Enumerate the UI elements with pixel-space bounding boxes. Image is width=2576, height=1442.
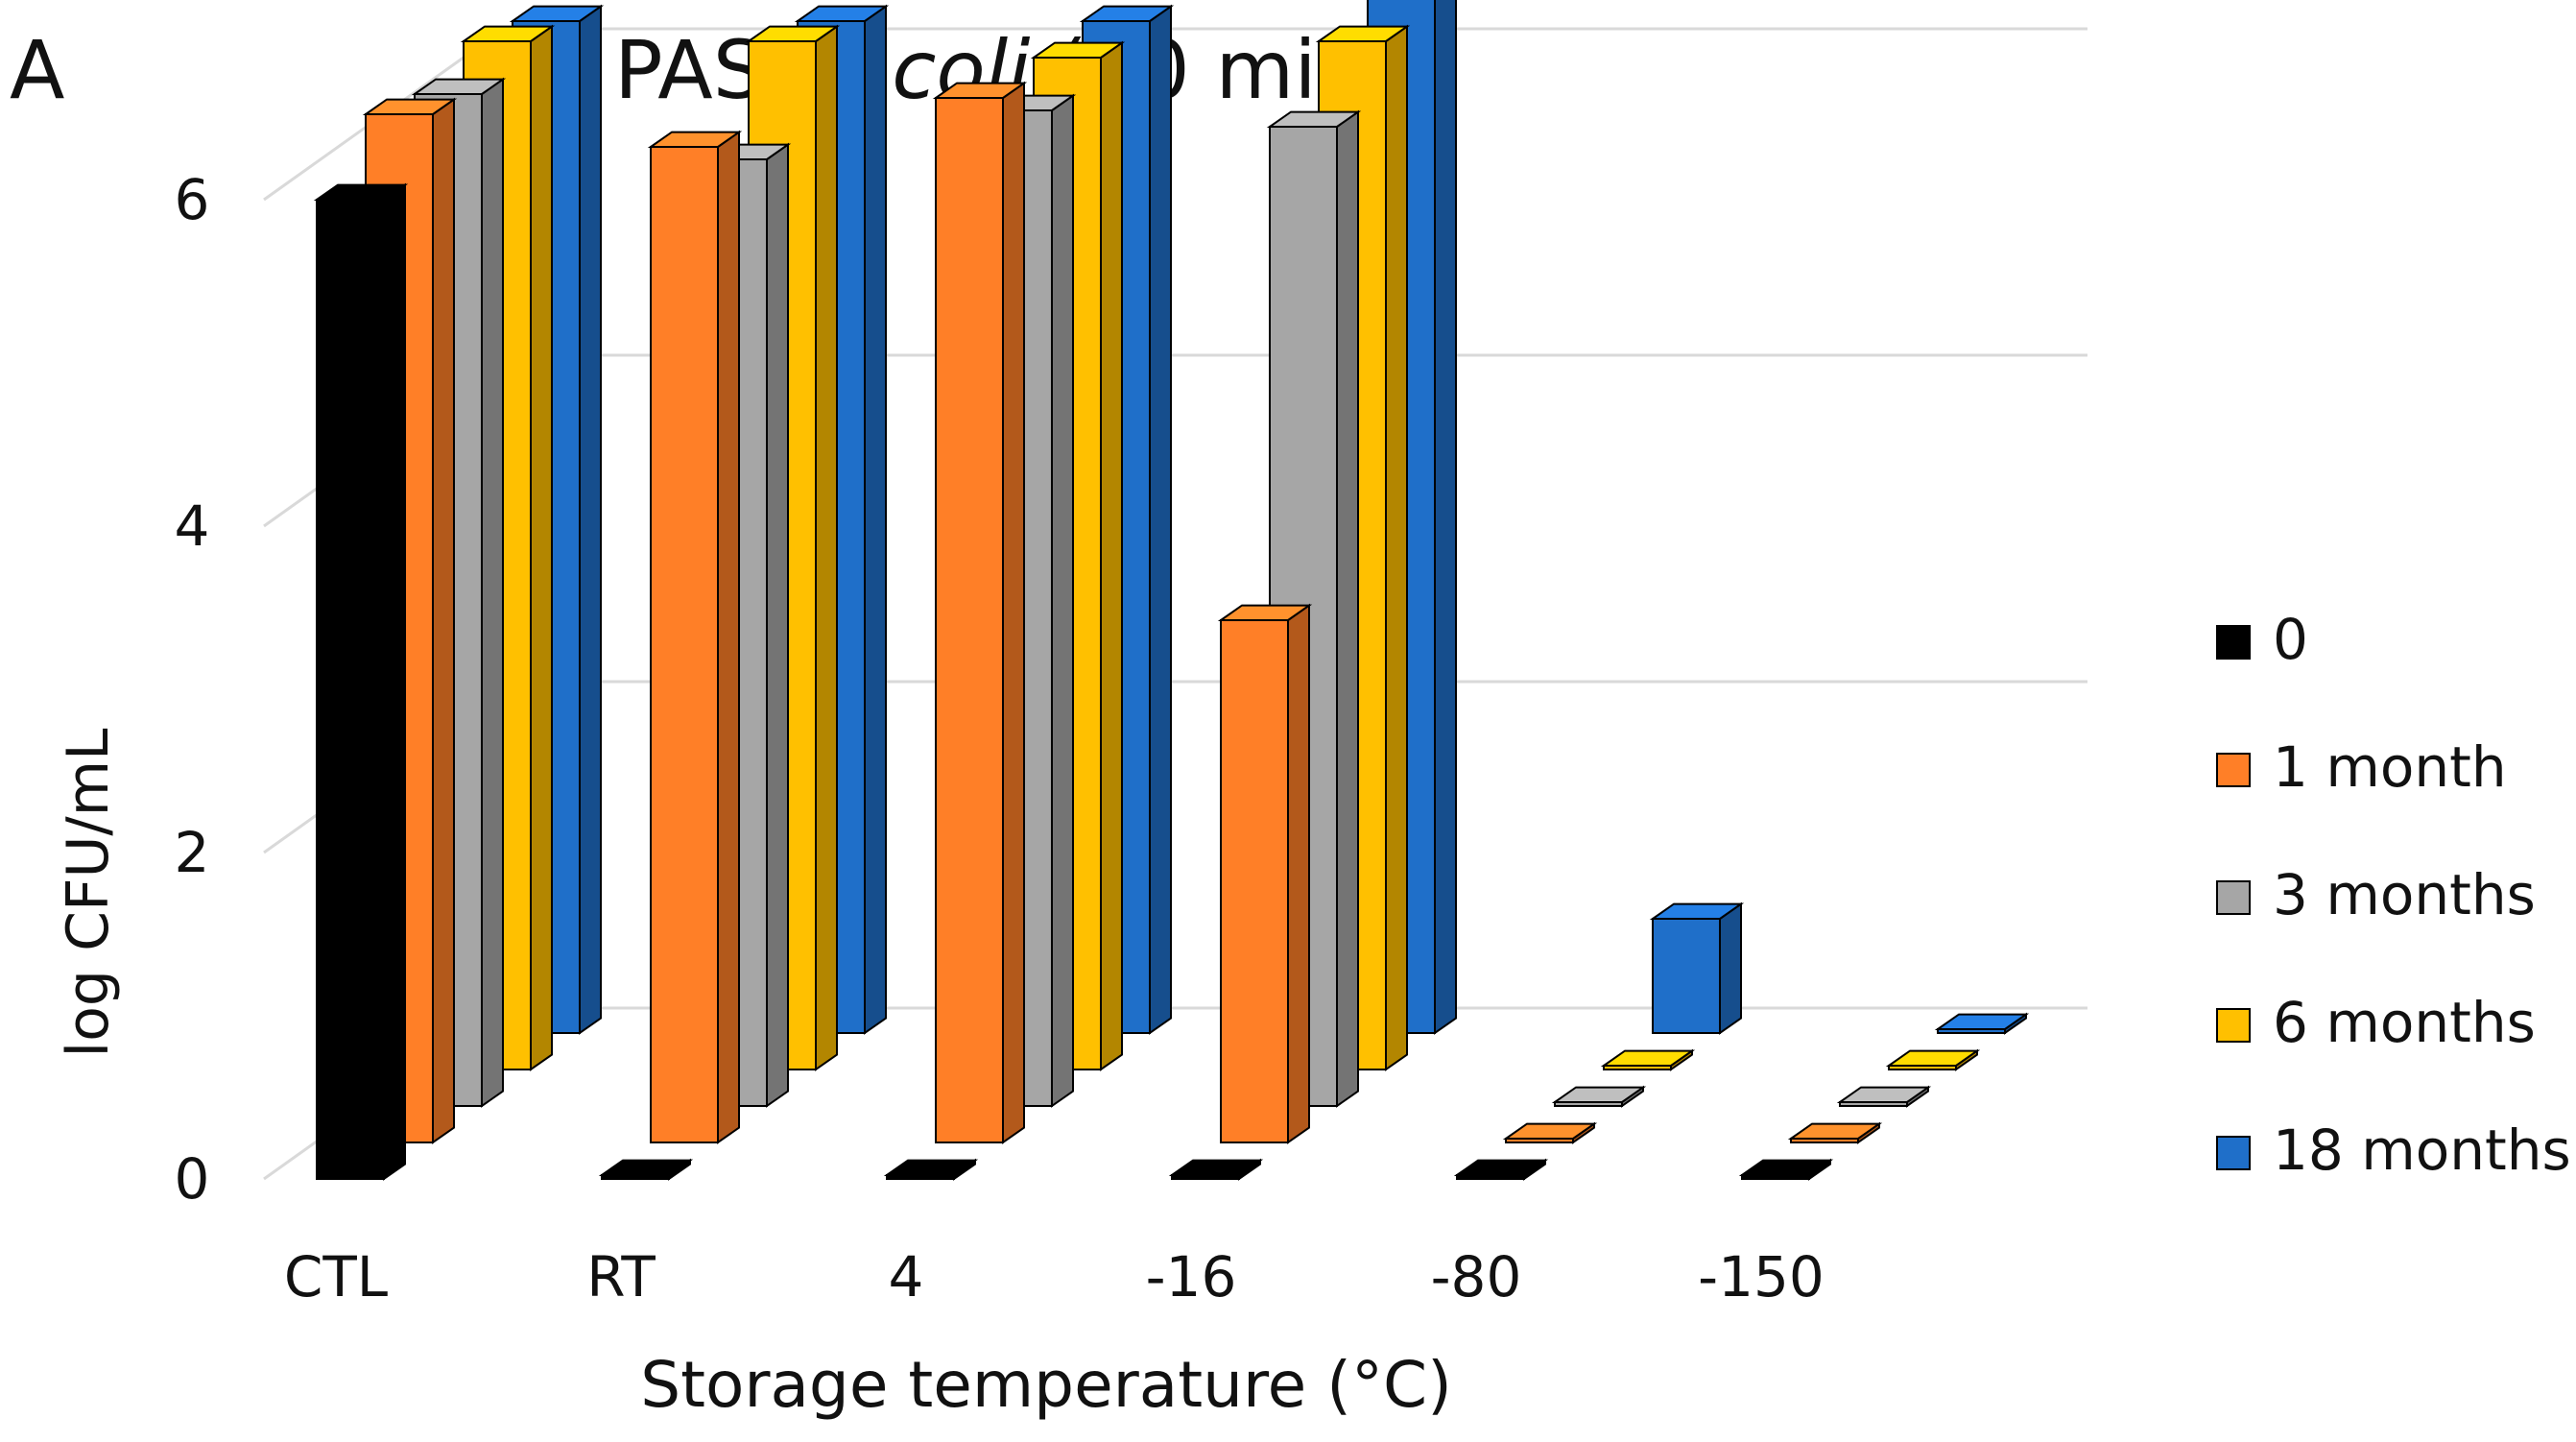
legend-swatch [2216,753,2251,787]
bar [932,81,1028,1144]
bar [1836,1085,1932,1108]
y-tick-label: 6 [175,167,210,232]
x-axis-label: Storage temperature (°C) [640,1348,1452,1422]
bar [1787,1121,1883,1144]
legend-label: 0 [2273,607,2308,672]
bar [883,1158,979,1181]
legend-swatch [2216,1136,2251,1170]
bar [1649,901,1745,1035]
panel-label: A [10,23,64,117]
bar [1453,1158,1549,1181]
legend-item: 6 months [2216,990,2536,1055]
legend-item: 18 months [2216,1118,2571,1183]
y-tick-label: 2 [175,820,210,885]
x-tick-label: 4 [889,1244,924,1310]
legend-swatch [2216,1008,2251,1043]
legend-label: 1 month [2273,734,2507,800]
x-tick-label: -80 [1431,1244,1522,1310]
x-tick-label: -16 [1146,1244,1237,1310]
bar [1168,1158,1264,1181]
legend-swatch [2216,625,2251,660]
x-tick-label: -150 [1698,1244,1825,1310]
bar [1600,1048,1696,1071]
legend-label: 18 months [2273,1118,2571,1183]
bar [1217,603,1313,1144]
bars [313,0,2030,1181]
y-ticks: 02468 [175,167,210,1212]
category-labels: CTL RT 4 -16 -80 -150 [284,1244,1825,1310]
bar [647,130,743,1144]
bar [1551,1085,1647,1108]
bar [1934,1012,2030,1035]
legend-item: 0 [2216,607,2308,672]
x-tick-label: CTL [284,1244,388,1310]
y-axis-label: log CFU/mL [55,728,122,1058]
legend: 0 1 month 3 months 6 months 18 months [2216,607,2571,1183]
legend-item: 3 months [2216,862,2536,927]
bar [313,182,409,1181]
x-tick-label: RT [586,1244,656,1310]
bar [1738,1158,1834,1181]
legend-label: 3 months [2273,862,2536,927]
bar [1502,1121,1598,1144]
bar [1885,1048,1981,1071]
legend-label: 6 months [2273,990,2536,1055]
y-tick-label: 4 [175,493,210,559]
legend-swatch [2216,880,2251,915]
bar [598,1158,694,1181]
legend-item: 1 month [2216,734,2507,800]
y-tick-label: 0 [175,1146,210,1212]
